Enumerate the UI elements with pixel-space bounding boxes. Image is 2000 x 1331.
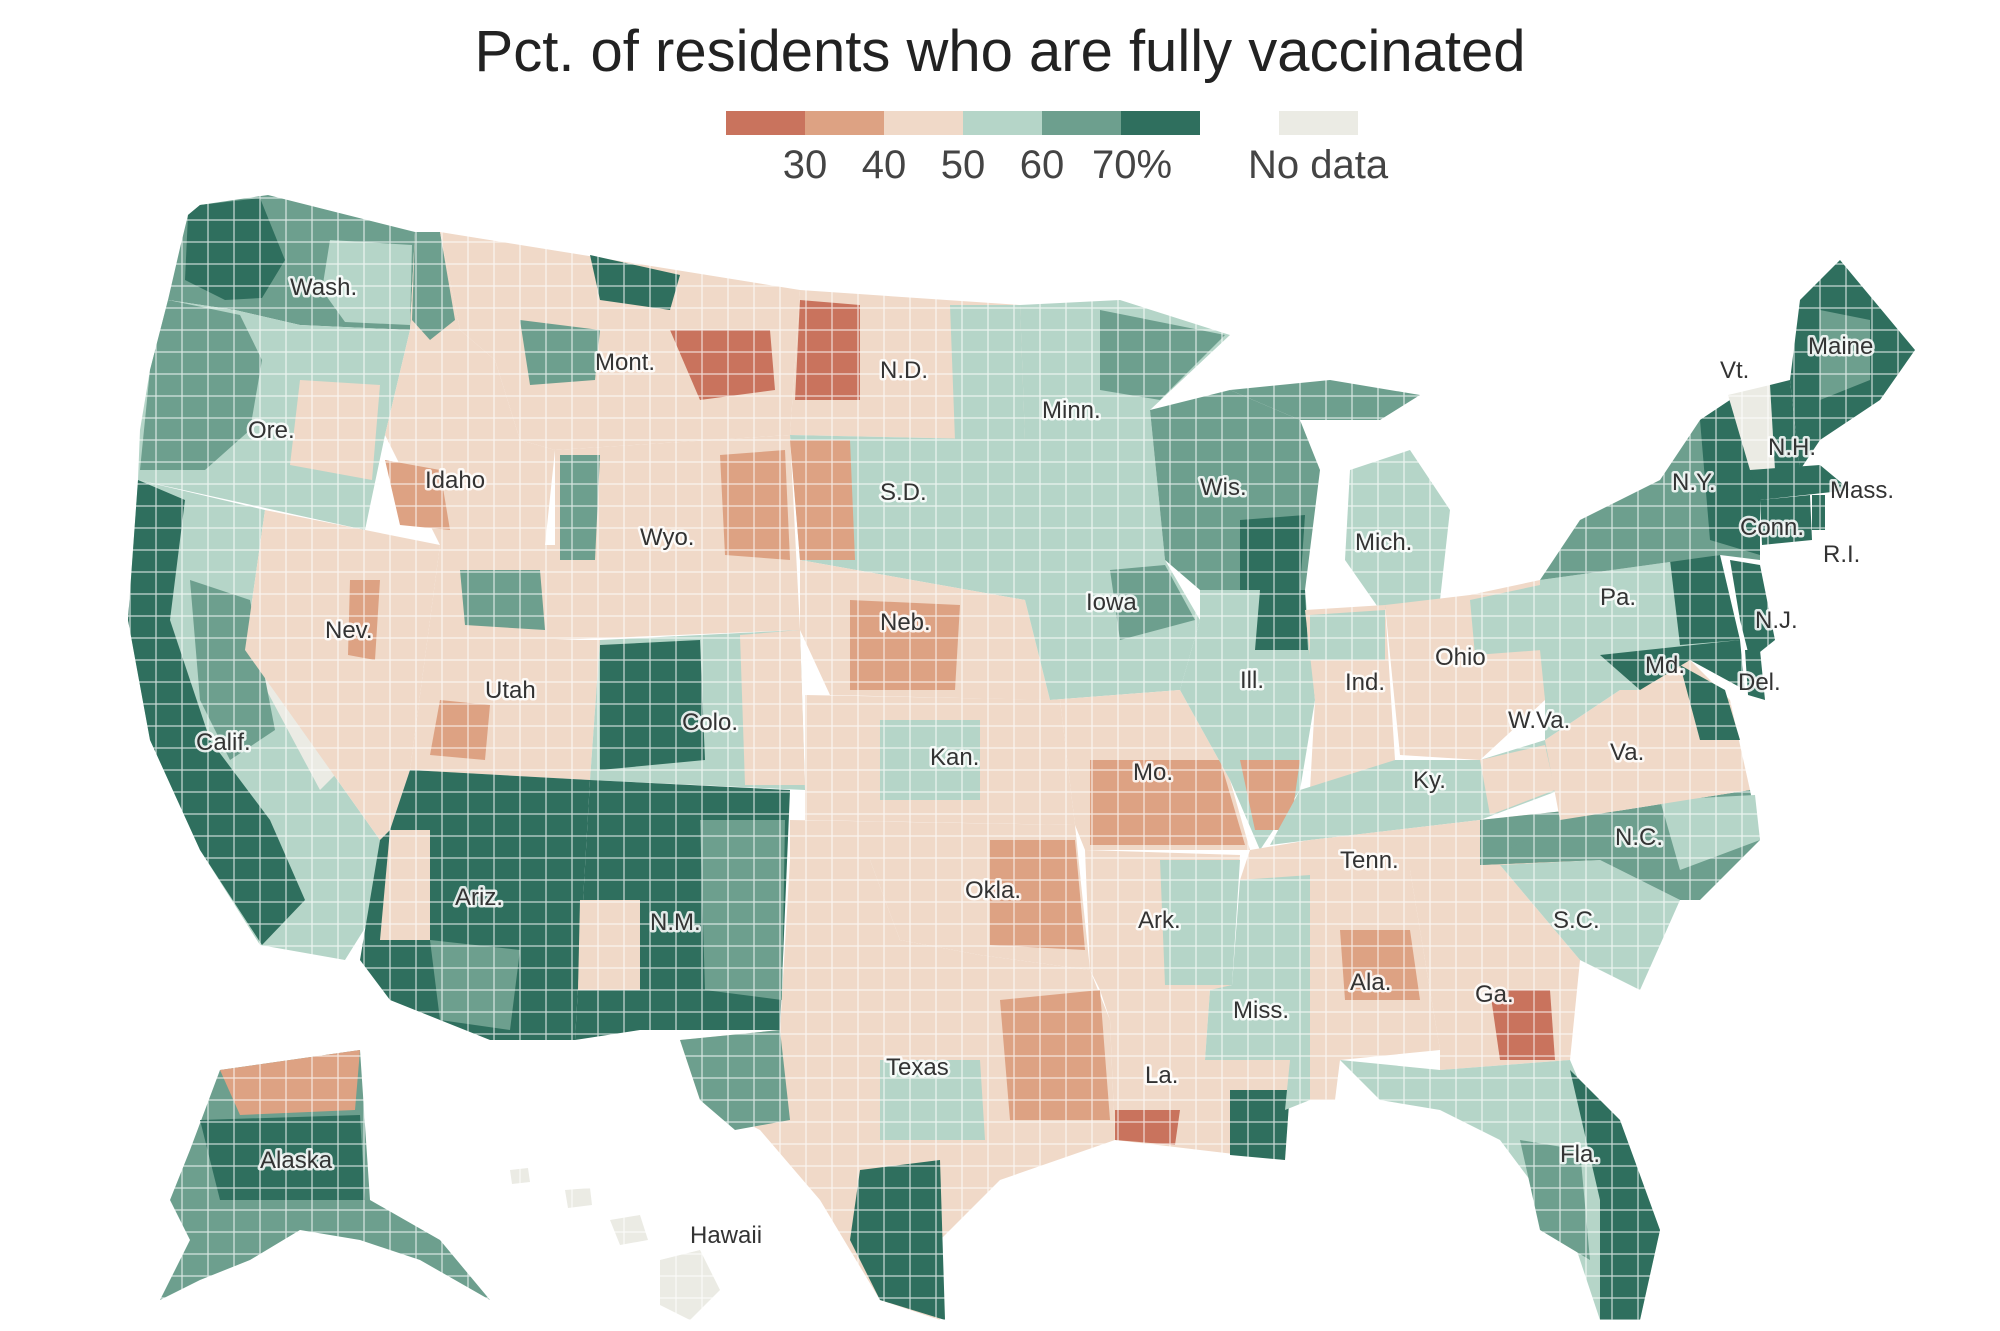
label-wash: Wash. (290, 274, 357, 301)
label-mass: Mass. (1830, 477, 1894, 504)
label-sc: S.C. (1553, 907, 1600, 934)
label-tenn: Tenn. (1340, 847, 1399, 874)
legend-tick-70: 70% (1091, 143, 1173, 187)
label-conn: Conn. (1740, 514, 1804, 541)
label-hawaii: Hawaii (690, 1222, 762, 1249)
label-sd: S.D. (880, 479, 927, 506)
county-boundaries (100, 190, 1930, 1330)
page-title: Pct. of residents who are fully vaccinat… (474, 19, 1526, 84)
label-nh: N.H. (1768, 434, 1816, 461)
label-ala: Ala. (1350, 969, 1391, 996)
label-ore: Ore. (248, 417, 295, 444)
label-mich: Mich. (1355, 529, 1412, 556)
label-iowa: Iowa (1086, 589, 1137, 616)
label-minn: Minn. (1042, 397, 1101, 424)
label-alaska: Alaska (260, 1147, 333, 1174)
legend-swatch-6 (1121, 111, 1200, 135)
label-nj: N.J. (1755, 607, 1798, 634)
label-mont: Mont. (595, 349, 655, 376)
legend-swatch-5 (1042, 111, 1121, 135)
label-nc: N.C. (1615, 824, 1663, 851)
label-ny: N.Y. (1672, 469, 1716, 496)
label-ariz: Ariz. (455, 884, 503, 911)
label-neb: Neb. (880, 609, 931, 636)
label-wis: Wis. (1200, 474, 1247, 501)
label-ri: R.I. (1823, 541, 1860, 568)
label-nm: N.M. (650, 909, 701, 936)
label-ga: Ga. (1475, 981, 1514, 1008)
label-wva: W.Va. (1508, 707, 1570, 734)
legend-swatch-1 (726, 111, 805, 135)
label-ill: Ill. (1240, 667, 1264, 694)
label-ky: Ky. (1413, 767, 1446, 794)
label-md: Md. (1645, 652, 1685, 679)
legend-tick-50: 50 (940, 143, 986, 187)
color-legend: 30 40 50 60 70% No data (726, 111, 1388, 191)
legend-tick-30: 30 (782, 143, 828, 187)
legend-no-data-label: No data (1248, 143, 1389, 187)
label-calif: Calif. (196, 729, 251, 756)
label-idaho: Idaho (425, 467, 485, 494)
label-del: Del. (1738, 669, 1781, 696)
legend-swatch-no-data (1279, 111, 1358, 135)
label-ark: Ark. (1138, 907, 1181, 934)
label-fla: Fla. (1560, 1141, 1600, 1168)
label-nd: N.D. (880, 357, 928, 384)
legend-tick-60: 60 (1019, 143, 1065, 187)
legend-swatch-2 (805, 111, 884, 135)
label-vt: Vt. (1720, 357, 1749, 384)
label-mo: Mo. (1133, 759, 1173, 786)
label-va: Va. (1610, 739, 1644, 766)
label-wyo: Wyo. (640, 524, 694, 551)
legend-swatch-3 (884, 111, 963, 135)
label-okla: Okla. (965, 877, 1021, 904)
label-la: La. (1145, 1062, 1178, 1089)
label-utah: Utah (485, 677, 536, 704)
label-miss: Miss. (1233, 997, 1289, 1024)
label-kan: Kan. (930, 744, 979, 771)
label-maine: Maine (1808, 333, 1873, 360)
legend-tick-40: 40 (861, 143, 907, 187)
label-nev: Nev. (325, 617, 373, 644)
label-pa: Pa. (1600, 584, 1636, 611)
label-texas: Texas (886, 1054, 949, 1081)
label-colo: Colo. (682, 709, 738, 736)
label-ind: Ind. (1345, 669, 1385, 696)
label-ohio: Ohio (1435, 644, 1486, 671)
legend-swatch-4 (963, 111, 1042, 135)
